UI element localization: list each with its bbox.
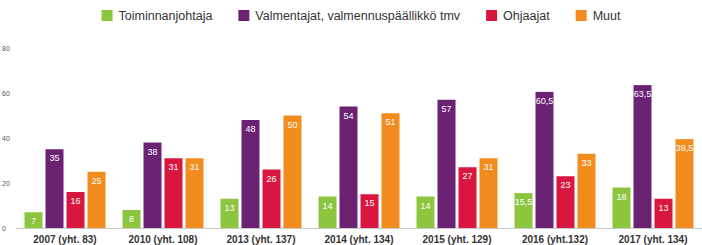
data-label: 16: [70, 196, 80, 206]
data-label: 57: [441, 104, 451, 114]
y-tick-label: 20: [2, 180, 10, 187]
y-tick-label: 80: [2, 45, 10, 52]
data-label: 54: [343, 111, 353, 121]
legend-label: Muut: [593, 9, 621, 23]
bar: [557, 176, 575, 228]
bar: [578, 154, 596, 228]
data-label: 31: [483, 162, 493, 172]
legend-swatch: [238, 10, 249, 21]
bar: [186, 158, 204, 228]
legend: Toiminnanjohtaja Valmentajat, valmennuspä…: [102, 9, 621, 23]
data-label: 15: [364, 198, 374, 208]
bar: [480, 158, 498, 228]
bar: [676, 139, 694, 228]
legend-swatch: [576, 10, 587, 21]
bar: [165, 158, 183, 228]
data-label: 23: [560, 180, 570, 190]
data-label: 15,5: [515, 197, 533, 207]
bar: [536, 92, 554, 228]
bar: [515, 193, 533, 228]
bar: [123, 210, 141, 228]
legend-swatch: [486, 10, 497, 21]
bar: [284, 116, 302, 229]
data-label: 25: [91, 176, 101, 186]
x-tick-label: 2007 (yht. 83): [33, 234, 96, 245]
y-tick-label: 60: [2, 90, 10, 97]
bar: [634, 85, 652, 228]
legend-item: Ohjaajat: [486, 9, 550, 23]
bar: [361, 194, 379, 228]
data-label: 13: [224, 203, 234, 213]
bar: [221, 199, 239, 228]
data-label: 51: [385, 117, 395, 127]
legend-label: Ohjaajat: [503, 9, 550, 23]
chart-svg: 0 20 40 60 80 7 8 13 14 14 15,5 18 35 38 48 54 57 60,5 63,…: [0, 0, 702, 245]
x-axis-line: [16, 228, 702, 229]
data-labels: 7 8 13 14 14 15,5 18 35 38 48 54 57 60,5 63,5 16 31 26 15…: [31, 89, 693, 226]
legend-item: Muut: [576, 9, 621, 23]
bar: [46, 149, 64, 228]
data-label: 18: [616, 192, 626, 202]
legend-swatch: [102, 10, 113, 21]
bar: [144, 143, 162, 229]
data-label: 38: [147, 147, 157, 157]
bar: [319, 197, 337, 229]
x-tick-label: 2013 (yht. 137): [227, 234, 296, 245]
bar: [88, 172, 106, 228]
bar: [242, 120, 260, 228]
data-label: 14: [420, 201, 430, 211]
bar: [613, 188, 631, 229]
x-tick-label: 2017 (yht. 134): [619, 234, 688, 245]
x-tick-label: 2010 (yht. 108): [129, 234, 198, 245]
legend-label: Valmentajat, valmennuspäällikkö tmv: [255, 9, 460, 23]
bar: [263, 170, 281, 229]
y-tick-label: 40: [2, 135, 10, 142]
data-label: 39,5: [676, 143, 694, 153]
data-label: 33: [581, 158, 591, 168]
bar: [417, 197, 435, 229]
data-label: 60,5: [536, 96, 554, 106]
bar: [382, 113, 400, 228]
data-label: 14: [322, 201, 332, 211]
data-label: 13: [658, 203, 668, 213]
bar: [459, 167, 477, 228]
bar: [340, 107, 358, 229]
data-label: 27: [462, 171, 472, 181]
bars: [25, 85, 694, 228]
data-label: 26: [266, 174, 276, 184]
chart-container: 0 20 40 60 80 7 8 13 14 14 15,5 18 35 38 48 54 57 60,5 63,…: [0, 0, 702, 245]
data-label: 63,5: [634, 89, 652, 99]
legend-label: Toiminnanjohtaja: [119, 9, 213, 23]
data-label: 35: [49, 153, 59, 163]
data-label: 31: [168, 162, 178, 172]
legend-item: Toiminnanjohtaja: [102, 9, 213, 23]
data-label: 7: [31, 216, 36, 226]
data-label: 48: [245, 124, 255, 134]
bar: [67, 192, 85, 228]
data-label: 8: [129, 214, 134, 224]
x-tick-label: 2014 (yht. 134): [325, 234, 394, 245]
x-tick-label: 2015 (yht. 129): [423, 234, 492, 245]
legend-item: Valmentajat, valmennuspäällikkö tmv: [238, 9, 460, 23]
bar: [655, 199, 673, 228]
y-tick-label: 0: [2, 225, 6, 232]
bar: [25, 212, 43, 228]
data-label: 50: [287, 120, 297, 130]
data-label: 31: [189, 162, 199, 172]
bar: [438, 100, 456, 228]
x-tick-label: 2016 (yht.132): [522, 234, 588, 245]
